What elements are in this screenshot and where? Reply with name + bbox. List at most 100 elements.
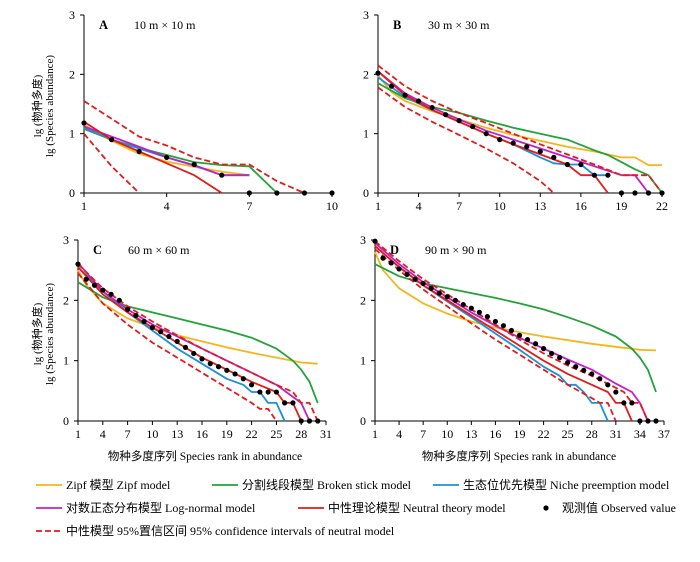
observed-point xyxy=(191,161,197,168)
y-tick-label: 0 xyxy=(63,414,69,428)
observed-point xyxy=(549,350,555,357)
x-tick-label: 1 xyxy=(81,199,87,213)
observed-point xyxy=(605,172,611,178)
observed-point xyxy=(443,112,449,118)
observed-point xyxy=(133,312,139,319)
observed-point xyxy=(428,285,434,291)
neutral-line xyxy=(83,121,223,194)
x-tick-label: 10 xyxy=(494,199,506,213)
x-tick-label: 25 xyxy=(562,427,574,441)
zipf-line xyxy=(377,74,662,167)
observed-point xyxy=(492,318,499,325)
x-tick-label: 31 xyxy=(320,427,332,441)
panel-letter: A xyxy=(99,18,108,32)
observed-point xyxy=(456,118,462,124)
y-axis-label-bottom-line1: lg (物种多度) xyxy=(30,302,44,365)
x-axis-label-left: 物种多度序列 Species rank in abundance xyxy=(108,449,302,463)
x-tick-label: 31 xyxy=(610,427,622,441)
x-tick-label: 28 xyxy=(586,427,598,441)
ci-upper-line xyxy=(377,64,663,194)
observed-point xyxy=(551,154,557,160)
observed-point xyxy=(273,389,279,395)
observed-point xyxy=(460,301,466,308)
observed-point xyxy=(174,338,180,344)
x-tick-label: 7 xyxy=(125,427,131,441)
x-tick-label: 16 xyxy=(575,199,587,213)
observed-point xyxy=(629,400,635,406)
observed-point xyxy=(484,314,490,320)
x-tick-label: 1 xyxy=(372,427,378,441)
lognormal-line xyxy=(77,262,311,422)
observed-point xyxy=(219,172,225,178)
niche-line xyxy=(77,266,286,422)
x-tick-label: 1 xyxy=(75,427,81,441)
x-tick-label: 25 xyxy=(270,427,282,441)
x-tick-label: 7 xyxy=(246,199,252,213)
observed-point xyxy=(136,148,142,155)
observed-point xyxy=(497,137,503,143)
observed-point xyxy=(257,389,263,395)
observed-point xyxy=(116,297,122,303)
x-tick-label: 4 xyxy=(416,199,422,213)
y-tick-label: 1 xyxy=(63,354,69,368)
y-tick-label: 3 xyxy=(63,233,69,247)
y-tick-label: 2 xyxy=(63,293,69,307)
ci-upper-line xyxy=(77,263,319,422)
x-tick-label: 16 xyxy=(196,427,208,441)
y-tick-label: 3 xyxy=(69,8,75,22)
observed-point xyxy=(597,376,603,382)
x-tick-label: 19 xyxy=(221,427,233,441)
legend-label-neutral: 中性理论模型 Neutral theory model xyxy=(328,500,506,515)
x-tick-label: 7 xyxy=(420,427,426,441)
x-tick-label: 10 xyxy=(441,427,453,441)
y-axis-label-top-line2: lg (Species abundance) xyxy=(44,55,56,157)
panel-letter: D xyxy=(390,243,399,257)
x-tick-label: 13 xyxy=(534,199,546,213)
observed-point xyxy=(81,120,87,126)
x-tick-label: 37 xyxy=(658,427,670,441)
y-tick-label: 1 xyxy=(360,354,366,368)
observed-point xyxy=(621,400,627,406)
legend-label-zipf: Zipf 模型 Zipf model xyxy=(66,478,171,492)
observed-point xyxy=(298,418,304,424)
observed-point xyxy=(224,367,230,373)
observed-point xyxy=(645,190,652,196)
x-axis-label-right: 物种多度序列 Species rank in abundance xyxy=(422,449,616,463)
observed-point xyxy=(537,148,543,155)
observed-point xyxy=(613,389,619,395)
observed-point xyxy=(306,418,313,424)
observed-point xyxy=(645,418,651,424)
observed-point xyxy=(282,400,288,406)
ci-upper-line xyxy=(374,240,649,422)
observed-point xyxy=(191,350,197,357)
panel-letter: B xyxy=(393,18,401,32)
broken-line xyxy=(374,263,657,393)
observed-point xyxy=(240,376,246,382)
y-tick-label: 3 xyxy=(363,8,369,22)
x-tick-label: 4 xyxy=(164,199,170,213)
x-tick-label: 34 xyxy=(634,427,646,441)
legend-label-observed: 观测值 Observed value xyxy=(562,500,676,515)
legend-marker-observed xyxy=(543,505,549,511)
observed-point xyxy=(532,341,539,347)
x-tick-label: 4 xyxy=(100,427,106,441)
x-tick-label: 19 xyxy=(514,427,526,441)
legend: Zipf 模型 Zipf model 分割线段模型 Broken stick mo… xyxy=(36,477,676,538)
lognormal-line xyxy=(83,125,250,177)
y-tick-label: 2 xyxy=(363,67,369,81)
zipf-line xyxy=(77,269,318,365)
ci-upper-line xyxy=(83,100,305,194)
x-tick-label: 10 xyxy=(146,427,158,441)
observed-point xyxy=(232,371,238,377)
observed-point xyxy=(164,154,170,160)
zipf-line xyxy=(83,124,250,177)
y-tick-label: 0 xyxy=(360,414,366,428)
observed-point xyxy=(578,161,584,168)
observed-point xyxy=(91,282,98,288)
x-tick-label: 1 xyxy=(375,199,381,213)
